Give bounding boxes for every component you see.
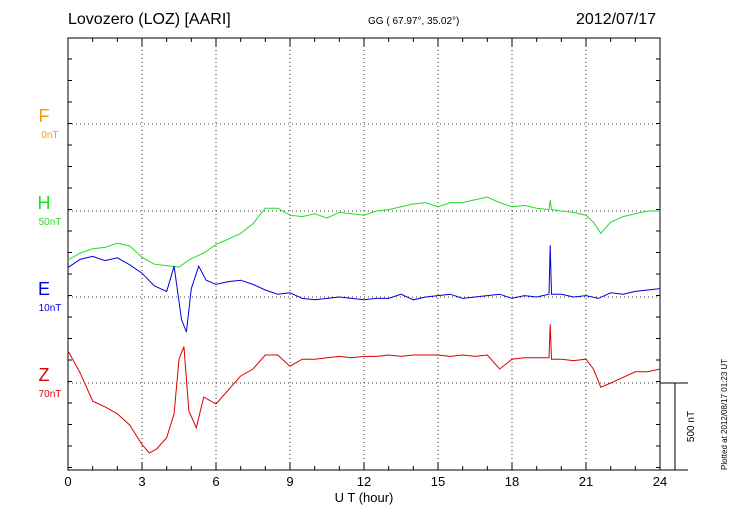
series-name-f: F [39, 106, 50, 126]
series-name-z: Z [39, 365, 50, 385]
chart-date: 2012/07/17 [576, 11, 657, 28]
x-tick-label: 12 [357, 474, 371, 489]
x-tick-label: 3 [138, 474, 145, 489]
station-title: Lovozero (LOZ) [AARI] [68, 11, 231, 28]
x-axis-label: U T (hour) [335, 490, 394, 505]
series-line-e [67, 245, 661, 333]
series-baseline-e: 10nT [39, 303, 62, 314]
x-tick-label: 21 [579, 474, 593, 489]
series-name-h: H [38, 193, 51, 213]
scale-bar-label: 500 nT [686, 411, 697, 442]
series-line-h [67, 196, 660, 268]
series-line-z [67, 324, 661, 454]
x-tick-label: 6 [212, 474, 219, 489]
x-tick-label: 0 [64, 474, 71, 489]
x-tick-label: 15 [431, 474, 445, 489]
series-baseline-h: 50nT [39, 217, 62, 228]
x-tick-label: 9 [286, 474, 293, 489]
series-name-e: E [38, 279, 50, 299]
x-tick-label: 18 [505, 474, 519, 489]
plotted-timestamp: Plotted at 2012/08/17 01:23 UT [720, 358, 729, 470]
series-baseline-f: 0nT [41, 130, 58, 141]
series-baseline-z: 70nT [39, 389, 62, 400]
x-tick-label: 24 [653, 474, 667, 489]
station-coordinates: GG ( 67.97°, 35.02°) [368, 16, 460, 27]
